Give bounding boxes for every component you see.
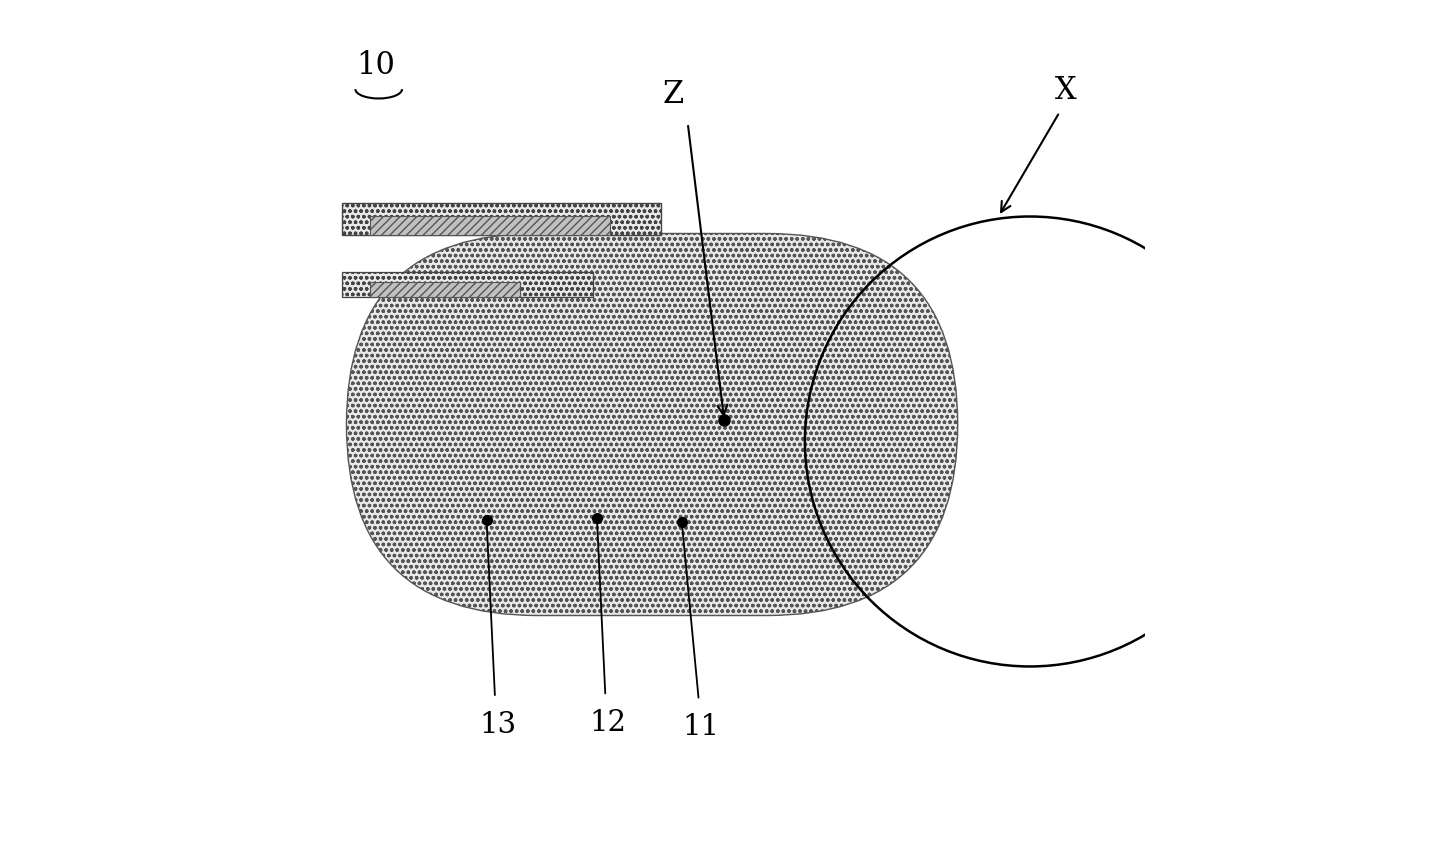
Text: 10: 10 [357, 49, 396, 81]
FancyBboxPatch shape [465, 328, 840, 521]
FancyBboxPatch shape [471, 333, 832, 516]
FancyBboxPatch shape [495, 351, 809, 498]
FancyBboxPatch shape [507, 361, 798, 488]
Text: 13: 13 [480, 711, 516, 739]
FancyBboxPatch shape [347, 233, 958, 616]
Bar [370, 216, 609, 235]
Bar [370, 282, 520, 297]
Text: 11: 11 [683, 713, 720, 741]
FancyBboxPatch shape [412, 285, 893, 564]
Bar [343, 203, 661, 235]
Text: 12: 12 [589, 709, 626, 737]
FancyBboxPatch shape [513, 366, 792, 483]
FancyBboxPatch shape [370, 252, 935, 597]
FancyBboxPatch shape [454, 318, 851, 531]
Text: X: X [1056, 75, 1077, 106]
FancyBboxPatch shape [429, 300, 874, 549]
Text: Z: Z [662, 79, 684, 110]
FancyBboxPatch shape [382, 261, 922, 588]
FancyBboxPatch shape [423, 295, 880, 554]
FancyBboxPatch shape [387, 267, 916, 582]
Bar [343, 272, 593, 297]
